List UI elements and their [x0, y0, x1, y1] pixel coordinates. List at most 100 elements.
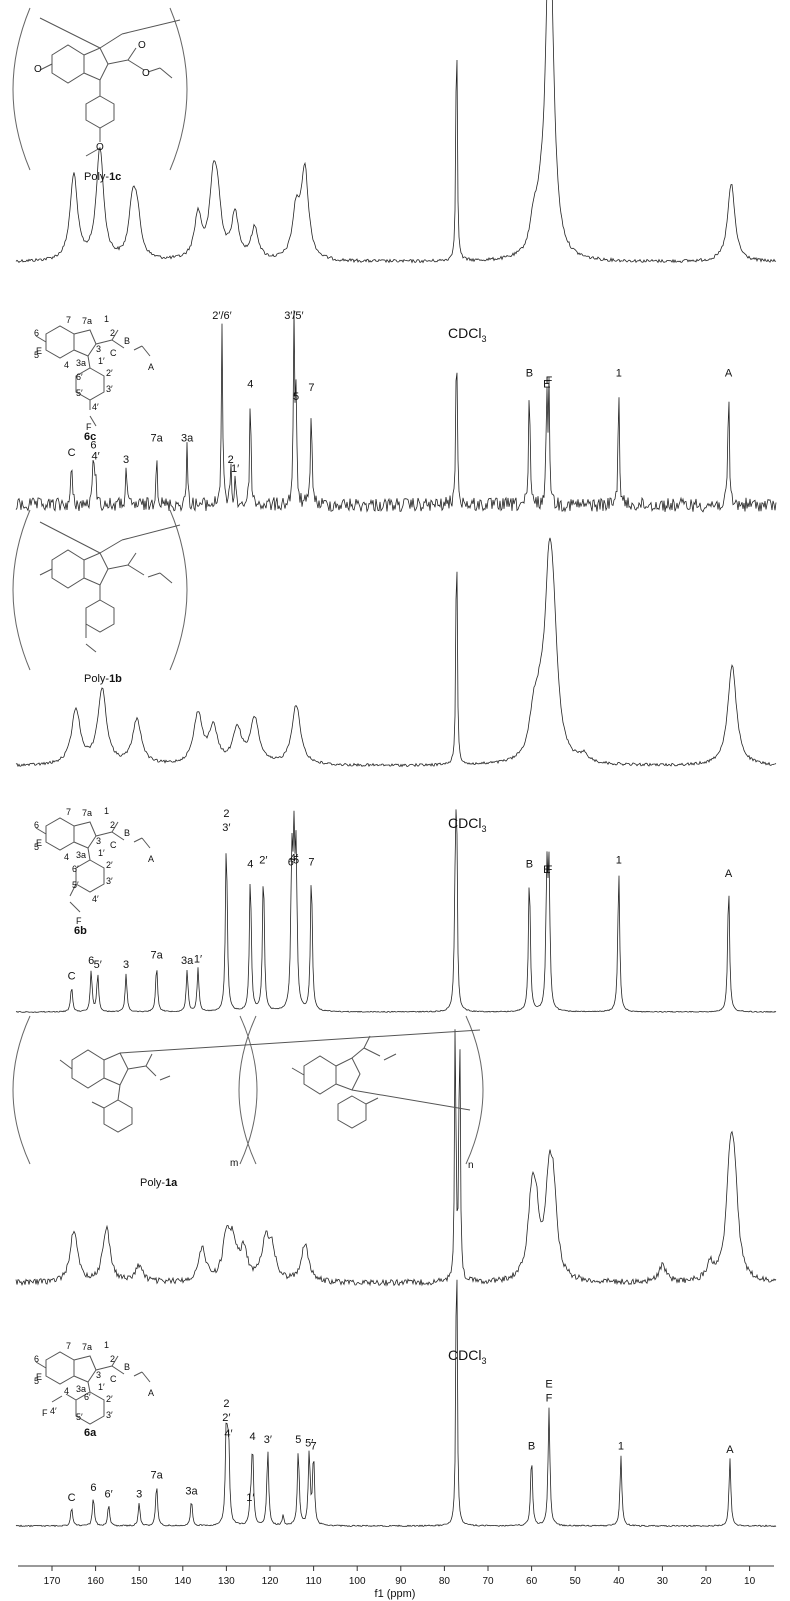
peak-label-6a-17: E: [545, 1379, 552, 1391]
structure-6b-atom-15: 2′: [106, 860, 113, 870]
peak-label-6b-3: 3: [123, 959, 129, 971]
structure-6c-atom-11: C: [110, 348, 117, 358]
x-tick-label-15: 20: [700, 1576, 712, 1587]
x-tick-label-14: 30: [657, 1576, 669, 1587]
struct-o-1c-b: O: [138, 40, 146, 51]
structure-6b-atom-18: 4′: [92, 894, 99, 904]
structure-6a-atom-9: 4: [64, 1386, 69, 1396]
structure-6c-atom-8: 3: [96, 344, 101, 354]
structure-6c-atom-1: 7a: [82, 316, 92, 326]
structure-6b-atom-1: 7a: [82, 808, 92, 818]
peak-label-6c-5: 3a: [181, 432, 194, 444]
x-tick-label-1: 160: [87, 1576, 104, 1587]
peak-label-6a-6: 2: [223, 1398, 229, 1410]
structure-6b-atom-16: 5′: [72, 880, 79, 890]
peak-label-6b-9: 2′: [259, 855, 267, 867]
peak-label-6c-3: 3: [123, 454, 129, 466]
structure-6b-atom-7: 3a: [76, 850, 86, 860]
peak-label-6b-18: F: [546, 864, 553, 876]
spectrum-trace-poly-1a: [15, 1029, 777, 1287]
spectrum-trace-6c: [15, 310, 777, 513]
spectrum-trace-poly-1b: [15, 537, 777, 768]
peak-label-6b-16: B: [526, 858, 533, 870]
peak-label-6a-3: 3: [136, 1489, 142, 1501]
peak-label-6c-11: 5: [293, 391, 299, 403]
x-tick-label-7: 100: [349, 1576, 366, 1587]
peak-label-6a-0: C: [68, 1492, 76, 1504]
compound-label-poly-1b: Poly-1b: [84, 673, 122, 685]
structure-6c-atom-19: F: [86, 422, 92, 432]
structure-6b-atom-13: A: [148, 854, 154, 864]
peak-label-6c-14: B: [526, 368, 533, 380]
structure-6a-atom-17: 3′: [106, 1410, 113, 1420]
structure-6b-atom-2: 1: [104, 806, 109, 816]
structure-6b: [35, 817, 151, 913]
structure-6a-atom-5: E: [36, 1372, 42, 1382]
structure-6c-labels: 7 7a 1 6 2 E5 3a 3 4 1′ CB A 6′ 2′ 5′ 3′ 4′F: [34, 314, 154, 432]
peak-label-6c-8: 1′: [231, 463, 239, 475]
compound-label-6a: 6a: [84, 1427, 97, 1439]
peak-label-6a-14: 7: [311, 1441, 317, 1453]
peak-label-6c-2: 4′: [92, 450, 100, 462]
structure-6b-atom-8: 3: [96, 836, 101, 846]
structure-6b-atom-10: 1′: [98, 848, 105, 858]
peak-label-6a-2: 6′: [105, 1489, 113, 1501]
structure-6a-atom-6: 5: [34, 1376, 39, 1386]
structure-poly-1b: [12, 509, 188, 671]
structure-6c-atom-12: B: [124, 336, 130, 346]
structure-6c-atom-5: E: [36, 346, 42, 356]
structure-6b-labels: 7 7a 1 6 2 E5 3a 3 4 1′ CB A 6′ 2′ 5′ 3′ 4′ F: [34, 806, 154, 926]
structure-6b-atom-9: 4: [64, 852, 69, 862]
peak-label-6a-13: 5′: [305, 1437, 313, 1449]
x-axis-label: f1 (ppm): [375, 1588, 416, 1600]
structure-poly-1c: [12, 7, 188, 171]
x-tick-label-2: 150: [131, 1576, 148, 1587]
compound-label-6c: 6c: [84, 431, 96, 443]
structure-6b-atom-19: F: [76, 916, 82, 926]
poly-1a-subscript-m: m: [230, 1158, 238, 1169]
spectrum-trace-6a: [15, 1279, 777, 1528]
structure-6a-atom-3: 6: [34, 1354, 39, 1364]
peak-label-6b-8: 4: [247, 858, 253, 870]
x-tick-label-11: 60: [526, 1576, 538, 1587]
compound-label-poly-1a: Poly-1a: [140, 1177, 178, 1189]
structure-6c-atom-7: 3a: [76, 358, 86, 368]
x-tick-label-0: 170: [44, 1576, 61, 1587]
solvent-label-6b: CDCl3: [448, 815, 486, 834]
structure-6a-atom-1: 7a: [82, 1342, 92, 1352]
peak-label-6b-10: 6′: [288, 856, 296, 868]
structure-6a-atom-4: 2: [110, 1354, 115, 1364]
x-tick-label-3: 140: [174, 1576, 191, 1587]
structure-poly-1a: [12, 1015, 484, 1165]
x-tick-label-5: 120: [262, 1576, 279, 1587]
solvent-label-6c: CDCl3: [448, 325, 486, 344]
x-tick-label-12: 50: [570, 1576, 582, 1587]
compound-label-6b: 6b: [74, 925, 87, 937]
structure-6a-atom-19: F: [42, 1408, 48, 1418]
structure-6c-atom-13: A: [148, 362, 154, 372]
structure-6c-atom-10: 1′: [98, 356, 105, 366]
structure-6a-atom-2: 1: [104, 1340, 109, 1350]
structure-6a-atom-13: A: [148, 1388, 154, 1398]
x-tick-label-4: 130: [218, 1576, 235, 1587]
peak-label-6b-4: 7a: [150, 950, 163, 962]
peak-label-6a-8: 1′: [246, 1492, 254, 1504]
peak-label-6a-9: 4: [249, 1431, 255, 1443]
peak-label-6a-12: 5: [295, 1434, 301, 1446]
structure-6a-atom-8: 3: [96, 1370, 101, 1380]
peak-label-6c-0: C: [68, 447, 76, 459]
peak-label-6b-6: 1′: [194, 953, 202, 965]
peak-label-6b-11: 4′: [290, 853, 298, 865]
structure-6a-atom-15: 2′: [106, 1394, 113, 1404]
structure-6c-atom-0: 7: [66, 315, 71, 325]
peak-label-6b-2: 5′: [94, 959, 102, 971]
structure-6a-atom-12: B: [124, 1362, 130, 1372]
x-tick-label-10: 70: [482, 1576, 494, 1587]
peak-label-6a-19: A: [726, 1444, 734, 1456]
peak-label-6b-12: 5: [293, 855, 299, 867]
struct-o-1c-d: O: [96, 142, 104, 153]
peak-label-6b-17: E: [543, 864, 550, 876]
structure-6c-atom-9: 4: [64, 360, 69, 370]
